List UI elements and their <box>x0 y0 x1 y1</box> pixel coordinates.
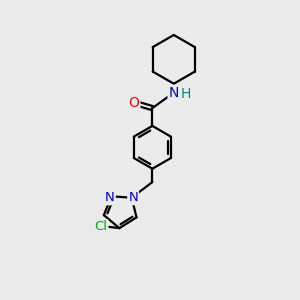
Text: N: N <box>128 191 138 204</box>
Text: O: O <box>128 96 140 110</box>
Text: N: N <box>169 85 179 100</box>
Text: Cl: Cl <box>94 220 107 233</box>
Text: H: H <box>181 87 191 101</box>
Text: N: N <box>105 191 115 204</box>
